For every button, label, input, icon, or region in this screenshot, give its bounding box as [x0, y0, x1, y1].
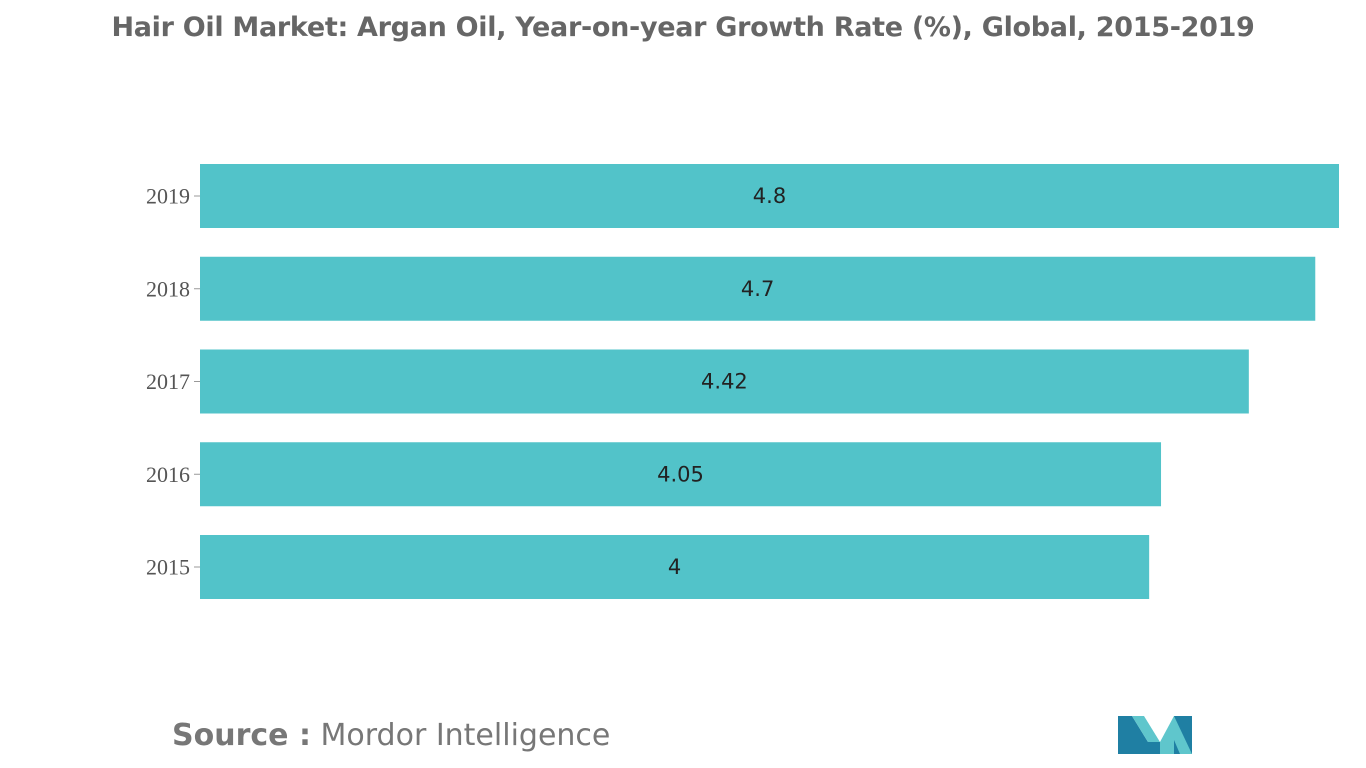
data-label-2019: 4.8 — [753, 184, 786, 208]
y-tick-label-2017: 2017 — [146, 369, 190, 394]
data-label-2016: 4.05 — [657, 462, 704, 486]
y-tick-label-2018: 2018 — [146, 276, 190, 301]
bar-2018 — [200, 256, 1316, 321]
data-label-2018: 4.7 — [741, 277, 774, 301]
y-tick-label-2015: 2015 — [146, 555, 190, 580]
mordor-intelligence-logo-icon — [1118, 716, 1192, 754]
source-value: Mordor Intelligence — [320, 718, 611, 753]
chart-title: Hair Oil Market: Argan Oil, Year-on-year… — [111, 12, 1255, 43]
data-label-2017: 4.42 — [701, 370, 748, 394]
bar-2015 — [200, 535, 1150, 599]
y-tick-label-2016: 2016 — [146, 462, 190, 487]
y-tick-label-2019: 2019 — [146, 184, 190, 209]
bar-2019 — [200, 164, 1339, 228]
bar-2017 — [200, 349, 1249, 414]
source-label: Source : — [172, 718, 311, 753]
bar-2016 — [200, 442, 1162, 507]
source-note: Source : Mordor Intelligence — [172, 718, 610, 753]
data-label-2015: 4 — [668, 555, 681, 579]
